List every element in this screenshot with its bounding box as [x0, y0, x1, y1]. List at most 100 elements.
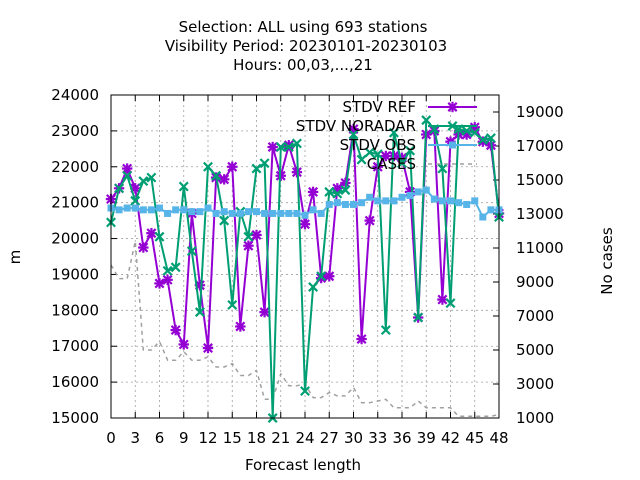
y-tick-label: 16000	[51, 373, 99, 391]
marker-stroke	[154, 231, 165, 242]
marker-square	[139, 206, 147, 214]
marker-square	[471, 197, 479, 205]
data-point	[178, 181, 189, 192]
legend-entry-cases: CASES	[367, 155, 477, 173]
data-point	[356, 154, 367, 165]
legend-entry-stdv-noradar: STDV NORADAR	[296, 117, 477, 135]
marker-square	[382, 197, 390, 205]
data-point	[316, 271, 327, 282]
data-point	[413, 312, 424, 323]
y-tick-label: 18000	[51, 301, 99, 319]
marker-square	[188, 208, 196, 216]
title-line-2: Visibility Period: 20230101-20230103	[165, 37, 447, 55]
marker-square	[212, 209, 220, 217]
title-line-1: Selection: ALL using 693 stations	[179, 18, 428, 36]
legend-entry-stdv-ref: STDV REF	[342, 98, 477, 116]
marker-square	[228, 209, 236, 217]
data-point	[388, 127, 399, 138]
data-point	[477, 134, 488, 145]
data-point	[220, 208, 228, 216]
marker-stroke	[130, 195, 141, 206]
data-point	[380, 150, 392, 162]
data-point	[324, 271, 335, 282]
y2-tick-label: 19000	[516, 103, 564, 121]
data-point	[259, 306, 270, 318]
x-tick-label: 9	[179, 429, 189, 447]
marker-square	[341, 200, 349, 208]
data-point	[267, 141, 278, 153]
data-point	[300, 386, 310, 397]
data-point	[251, 163, 262, 174]
grid	[111, 95, 499, 418]
data-point	[188, 208, 196, 216]
marker-square	[123, 204, 131, 212]
data-point	[180, 206, 188, 214]
marker-square	[277, 209, 285, 217]
y2-axis-label: No cases	[598, 227, 616, 295]
marker-stroke	[219, 215, 230, 226]
data-point	[162, 265, 173, 276]
legend-label: STDV OBS	[340, 136, 416, 154]
marker-stroke	[397, 158, 407, 169]
marker-square	[430, 195, 438, 203]
data-point	[374, 197, 382, 205]
x-tick-label: 12	[198, 429, 217, 447]
marker-square	[398, 193, 406, 201]
y2-tick-label: 1000	[516, 409, 554, 427]
data-point	[333, 199, 341, 207]
data-point	[243, 240, 254, 251]
y-tick-label: 19000	[51, 265, 99, 283]
data-point	[471, 197, 479, 205]
data-point	[261, 209, 269, 217]
x-tick-label: 45	[465, 429, 484, 447]
data-point	[115, 206, 123, 214]
data-point	[358, 199, 366, 207]
data-point	[341, 200, 349, 208]
marker-stroke	[170, 262, 181, 273]
data-point	[463, 200, 471, 208]
y2-axis: 1000 3000 5000 7000 9000 11000 13000 15000 17000…	[493, 103, 564, 427]
data-point	[406, 191, 414, 199]
marker-stroke	[388, 127, 399, 138]
data-point	[236, 209, 244, 217]
marker-stroke	[413, 312, 424, 323]
marker-square	[455, 199, 463, 207]
x-tick-label: 42	[441, 429, 460, 447]
marker-stroke	[178, 181, 189, 192]
marker-stroke	[243, 231, 254, 242]
data-point	[324, 186, 335, 197]
data-point	[445, 298, 456, 309]
legend-label: STDV NORADAR	[296, 117, 416, 135]
data-point	[422, 186, 430, 194]
data-point	[121, 163, 133, 174]
y-tick-label: 15000	[51, 409, 99, 427]
data-point	[275, 142, 286, 153]
data-point	[243, 231, 254, 242]
data-point	[461, 125, 472, 136]
marker-stroke	[122, 170, 133, 181]
data-point	[398, 193, 406, 201]
marker-square	[447, 197, 454, 205]
data-point	[186, 246, 197, 257]
title-line-3: Hours: 00,03,...,21	[233, 56, 373, 74]
data-point	[340, 185, 351, 196]
marker-square	[358, 199, 366, 207]
marker-stroke	[259, 158, 270, 169]
y2-tick-label: 3000	[516, 375, 554, 393]
marker-square	[164, 209, 172, 217]
marker-square	[325, 200, 333, 208]
marker-square	[220, 208, 228, 216]
data-point	[227, 161, 238, 172]
marker-stroke	[186, 246, 197, 257]
data-point	[487, 206, 495, 214]
data-point	[469, 127, 480, 138]
x-tick-label: 6	[155, 429, 165, 447]
marker-square	[172, 206, 180, 214]
data-point	[227, 299, 238, 310]
data-point	[123, 204, 131, 212]
x-tick-label: 33	[368, 429, 387, 447]
data-point	[156, 204, 163, 212]
data-point	[122, 170, 133, 181]
data-point	[356, 333, 367, 345]
